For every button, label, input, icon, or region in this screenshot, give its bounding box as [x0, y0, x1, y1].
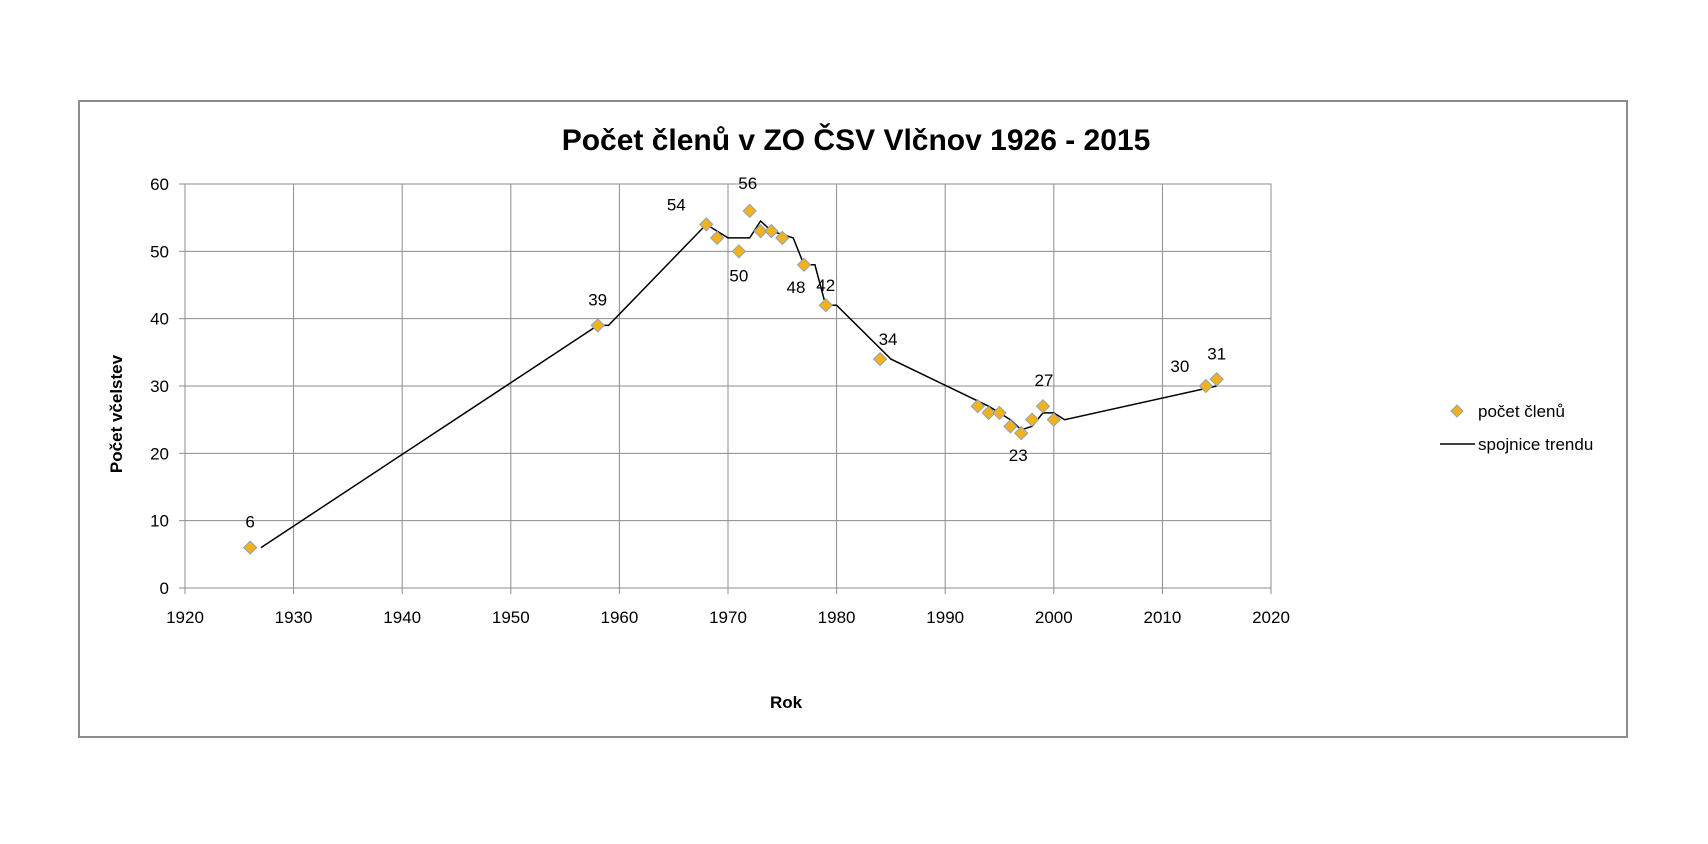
legend: počet členů spojnice trendu	[1440, 402, 1593, 454]
data-label: 39	[588, 290, 607, 309]
data-point	[1209, 372, 1224, 387]
data-label: 42	[816, 276, 835, 295]
data-point	[1003, 419, 1018, 434]
data-point	[1198, 378, 1214, 394]
data-point	[872, 351, 888, 367]
legend-label-scatter: počet členů	[1478, 402, 1565, 421]
x-tick-label: 1980	[818, 608, 856, 627]
data-point	[242, 540, 258, 555]
legend-diamond-icon	[1450, 404, 1464, 418]
data-label: 54	[667, 195, 686, 214]
data-point	[775, 230, 790, 246]
data-point	[796, 257, 812, 273]
x-tick-label: 1940	[383, 608, 421, 627]
data-point	[1024, 412, 1040, 427]
y-tick-label: 0	[160, 579, 169, 598]
y-tick-label: 30	[150, 377, 169, 396]
x-tick-label: 1920	[166, 608, 204, 627]
data-point	[731, 244, 747, 259]
chart-frame: Počet členů v ZO ČSV Vlčnov 1926 - 2015 …	[78, 100, 1628, 738]
marker-layer	[242, 203, 1224, 555]
y-tick-label: 60	[150, 175, 169, 194]
data-label: 48	[787, 278, 806, 297]
chart-svg: Počet členů v ZO ČSV Vlčnov 1926 - 2015 …	[107, 123, 1593, 712]
data-label: 30	[1170, 357, 1189, 376]
data-point	[753, 223, 768, 239]
data-point	[981, 405, 996, 421]
data-point	[699, 217, 714, 232]
data-label: 34	[879, 330, 898, 349]
data-point	[764, 223, 779, 239]
data-label: 23	[1009, 446, 1028, 465]
data-label: 56	[738, 174, 757, 193]
x-tick-label: 1960	[600, 608, 638, 627]
data-point	[1035, 398, 1051, 414]
x-axis-title: Rok	[770, 693, 803, 712]
data-label-layer: 6 39 54 50 56 48 42 34 23 27 30 31	[245, 174, 1226, 532]
x-tick-label: 1930	[275, 608, 313, 627]
y-tick-label: 10	[150, 512, 169, 531]
y-tick-label: 50	[150, 242, 169, 261]
x-tick-label: 2010	[1143, 608, 1181, 627]
y-tick-label: 40	[150, 310, 169, 329]
data-label: 6	[245, 513, 254, 532]
data-point	[992, 405, 1007, 421]
grid	[184, 183, 1272, 589]
x-tick-label: 1970	[709, 608, 747, 627]
x-tick-label: 2000	[1035, 608, 1073, 627]
data-point	[818, 297, 833, 313]
x-tick-label: 2020	[1252, 608, 1290, 627]
x-tick-label: 1950	[492, 608, 530, 627]
data-point	[742, 203, 757, 219]
data-point	[1014, 425, 1029, 441]
data-label: 27	[1034, 371, 1053, 390]
legend-label-trend: spojnice trendu	[1478, 435, 1593, 454]
x-tick-label: 1990	[926, 608, 964, 627]
axes: 0 10 20 30 40 50 60 1920 1930 1940 1950 1960 1970 198…	[150, 175, 1290, 627]
chart-title: Počet členů v ZO ČSV Vlčnov 1926 - 2015	[562, 123, 1151, 157]
data-point	[1046, 412, 1062, 427]
data-point	[590, 318, 605, 333]
y-tick-label: 20	[150, 444, 169, 463]
data-label: 50	[729, 266, 748, 285]
data-point	[970, 398, 985, 414]
data-label: 31	[1207, 344, 1226, 363]
y-axis-title: Počet včelstev	[107, 354, 126, 473]
data-point	[709, 230, 725, 246]
